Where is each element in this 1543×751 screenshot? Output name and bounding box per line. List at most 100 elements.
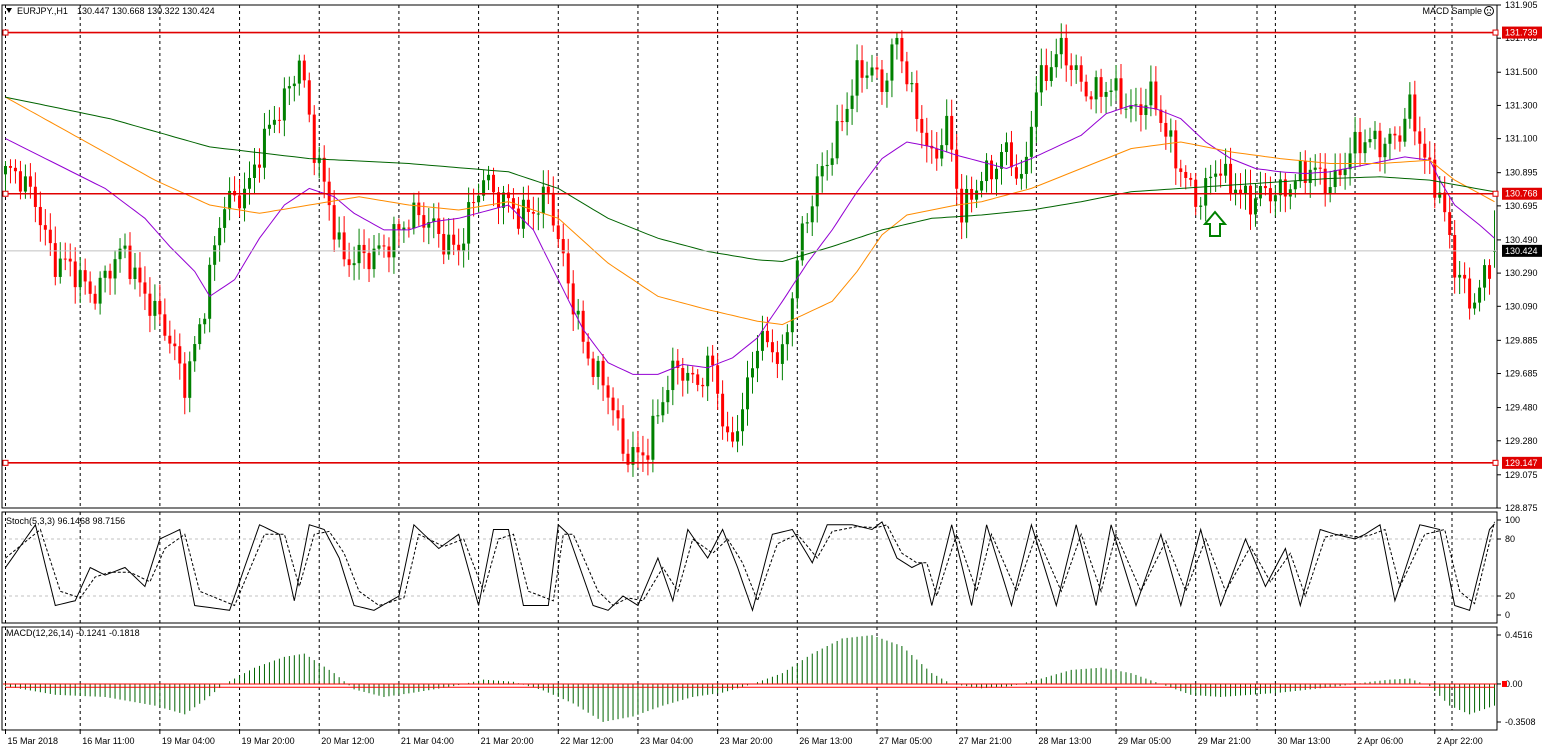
price-tick-label: 130.895 <box>1505 168 1538 178</box>
candle-bear <box>935 148 939 159</box>
candle-bear <box>775 352 779 364</box>
candle-bull <box>402 227 406 230</box>
candle-bear <box>1119 78 1123 109</box>
candle-bull <box>412 202 416 229</box>
candle-bull <box>1019 173 1023 179</box>
price-tick-label: 129.075 <box>1505 470 1538 480</box>
candle-bull <box>133 267 137 279</box>
dropdown-triangle-icon[interactable] <box>6 8 12 13</box>
price-tick-label: 130.090 <box>1505 301 1538 311</box>
candle-bull <box>661 402 665 416</box>
moving-average-1 <box>5 104 1495 375</box>
candle-bear <box>880 69 884 92</box>
stoch-tick-label: 100 <box>1505 515 1520 525</box>
candle-bull <box>815 176 819 207</box>
candle-bull <box>113 259 117 279</box>
candle-bear <box>302 60 306 81</box>
ohlc-values: 130.447 130.668 130.322 130.424 <box>77 6 215 16</box>
candle-bear <box>1229 163 1233 193</box>
candle-bear <box>452 234 456 245</box>
candle-bear <box>407 227 411 229</box>
candle-bear <box>905 61 909 85</box>
candle-bear <box>1463 274 1467 279</box>
candle-bull <box>252 164 256 178</box>
candle-bull <box>123 245 127 249</box>
candle-bull <box>193 344 197 362</box>
candle-bull <box>855 60 859 96</box>
candle-bear <box>920 118 924 133</box>
candle-bull <box>746 377 750 410</box>
candle-bull <box>736 431 740 442</box>
candle-bull <box>1368 139 1372 143</box>
time-tick-label: 27 Mar 21:00 <box>959 736 1012 746</box>
candle-bear <box>1184 171 1188 178</box>
macd-tick-label: -0.3508 <box>1505 717 1536 727</box>
candle-bull <box>462 243 466 252</box>
price-tick-label: 131.300 <box>1505 100 1538 110</box>
candle-bull <box>482 180 486 196</box>
candle-bull <box>1483 265 1487 288</box>
candle-bear <box>531 212 535 214</box>
candle-bear <box>362 244 366 254</box>
candle-bull <box>223 209 227 228</box>
macd-panel[interactable] <box>1 626 1498 731</box>
stochastic-panel[interactable] <box>1 511 1498 624</box>
candle-bull <box>975 190 979 200</box>
candle-bull <box>965 188 969 223</box>
candle-bull <box>467 202 471 244</box>
candle-bull <box>248 177 252 189</box>
price-tick-label: 131.905 <box>1505 0 1538 10</box>
candle-bear <box>1009 142 1013 168</box>
candle-bull <box>1199 205 1203 207</box>
candle-bear <box>38 206 42 226</box>
candle-bear <box>138 267 142 283</box>
level-anchor <box>2 190 9 197</box>
candle-bull <box>501 192 505 208</box>
macd-zero-marker <box>1502 680 1507 687</box>
candle-bear <box>1139 104 1143 115</box>
candle-bear <box>168 335 172 344</box>
level-anchor <box>1492 29 1499 36</box>
candle-bull <box>23 176 27 192</box>
candle-bull <box>1458 274 1462 278</box>
candle-bull <box>427 222 431 228</box>
candle-bull <box>377 245 381 249</box>
time-tick-label: 23 Mar 20:00 <box>720 736 773 746</box>
candle-bear <box>1413 94 1417 132</box>
candle-bull <box>671 360 675 391</box>
candle-bear <box>915 83 919 119</box>
candle-bull <box>1224 163 1228 176</box>
candle-bull <box>262 128 266 168</box>
candle-bear <box>626 453 630 465</box>
candle-bear <box>950 115 954 150</box>
candle-bear <box>63 258 67 260</box>
stoch-tick-label: 80 <box>1505 534 1515 544</box>
stoch-panel-frame <box>1 511 1498 624</box>
candle-bull <box>292 83 296 87</box>
candle-bull <box>1273 195 1277 202</box>
price-panel[interactable] <box>1 4 1499 509</box>
time-tick-label: 15 Mar 2018 <box>7 736 58 746</box>
candle-bear <box>586 341 590 359</box>
candle-bear <box>163 314 167 336</box>
current-price-label: 130.424 <box>1505 246 1538 256</box>
candle-bear <box>238 195 242 209</box>
candle-bear <box>18 171 22 192</box>
expert-advisor-label[interactable]: MACD Sample <box>1422 6 1494 16</box>
candle-bear <box>148 293 152 316</box>
candle-bear <box>721 393 725 427</box>
candle-bear <box>556 225 560 240</box>
candle-bear <box>1014 167 1018 179</box>
time-tick-label: 22 Mar 12:00 <box>560 736 613 746</box>
price-tick-label: 131.500 <box>1505 67 1538 77</box>
stochastic-title: Stoch(5,3,3) 96.1468 98.7156 <box>6 516 125 526</box>
candle-bull <box>1039 65 1043 93</box>
candle-bull <box>213 245 217 265</box>
candle-bull <box>995 168 999 180</box>
candle-bear <box>1323 168 1327 194</box>
candle-bear <box>397 224 401 230</box>
candle-bull <box>272 119 276 125</box>
candle-bear <box>1338 169 1342 176</box>
candle-bear <box>1164 122 1168 137</box>
